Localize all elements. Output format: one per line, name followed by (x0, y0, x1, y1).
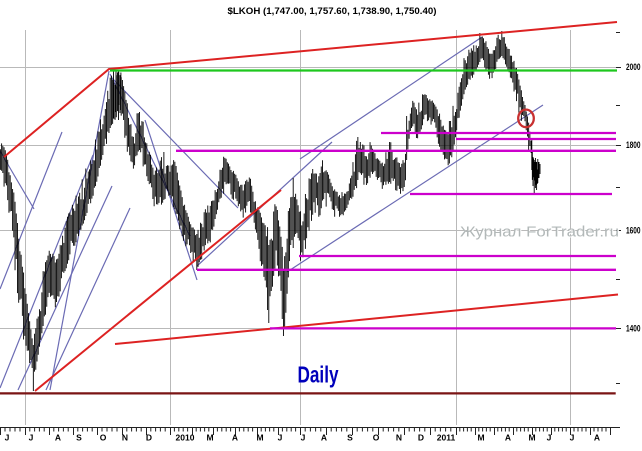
svg-text:D: D (418, 433, 424, 443)
svg-text:J: J (5, 433, 10, 443)
svg-text:1600: 1600 (626, 226, 641, 236)
svg-text:O: O (373, 433, 380, 443)
svg-text:M: M (256, 433, 263, 443)
svg-text:2011: 2011 (437, 433, 456, 443)
svg-text:Журнал ForTrader.ru: Журнал ForTrader.ru (460, 224, 619, 241)
svg-text:J: J (29, 433, 34, 443)
svg-text:2000: 2000 (626, 62, 641, 72)
svg-text:A: A (321, 433, 327, 443)
svg-text:M: M (477, 433, 484, 443)
svg-text:S: S (347, 433, 353, 443)
svg-text:$LKOH (1,747.00, 1,757.60, 1,7: $LKOH (1,747.00, 1,757.60, 1,738.90, 1,7… (228, 6, 437, 16)
svg-text:A: A (232, 433, 238, 443)
svg-text:J: J (570, 433, 575, 443)
svg-text:A: A (505, 433, 511, 443)
svg-text:1800: 1800 (626, 140, 641, 150)
svg-text:Журнал ForTrader.ru: Журнал ForTrader.ru (461, 225, 620, 242)
svg-text:D: D (146, 433, 152, 443)
svg-text:Daily: Daily (298, 362, 339, 388)
svg-text:M: M (528, 433, 535, 443)
svg-text:1400: 1400 (626, 324, 641, 334)
svg-text:N: N (122, 433, 128, 443)
svg-text:M: M (206, 433, 213, 443)
svg-text:J: J (301, 433, 306, 443)
svg-text:A: A (594, 433, 600, 443)
svg-text:A: A (55, 433, 61, 443)
svg-text:J: J (547, 433, 552, 443)
svg-text:2010: 2010 (176, 433, 195, 443)
svg-text:N: N (396, 433, 402, 443)
svg-text:O: O (100, 433, 107, 443)
svg-text:J: J (278, 433, 283, 443)
svg-text:S: S (76, 433, 82, 443)
